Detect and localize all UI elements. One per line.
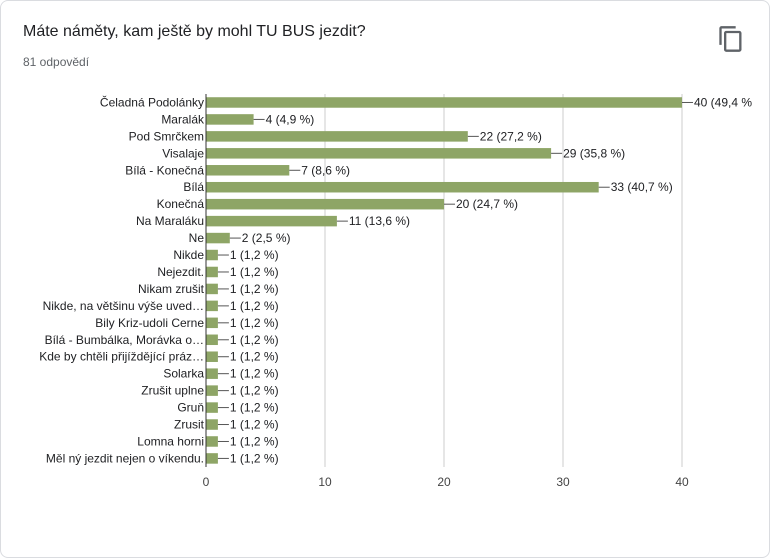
bar <box>206 453 218 464</box>
category-label: Bílá - Bumbálka, Morávka o… <box>45 333 204 347</box>
data-label: 40 (49,4 % <box>694 95 752 109</box>
data-label: 1 (1,2 %) <box>230 299 279 313</box>
bar <box>206 300 218 312</box>
category-label: Bílá <box>183 180 204 194</box>
bar <box>206 334 218 346</box>
bar <box>206 351 218 362</box>
category-label: Bily Kriz-udoli Cerne <box>95 316 204 330</box>
copy-icon[interactable] <box>717 25 745 53</box>
category-label: Zrušit uplne <box>141 384 204 398</box>
data-label: 2 (2,5 %) <box>242 231 291 245</box>
bar <box>206 97 682 108</box>
bar <box>206 131 468 142</box>
data-label: 1 (1,2 %) <box>230 451 279 465</box>
data-label: 20 (24,7 %) <box>456 197 518 211</box>
bar <box>206 215 337 227</box>
data-label: 1 (1,2 %) <box>230 418 279 432</box>
bar <box>206 148 552 159</box>
category-label: Pod Smrčkem <box>129 129 204 143</box>
bar <box>206 114 254 125</box>
bar <box>206 402 218 413</box>
bar <box>206 436 218 447</box>
category-label: Bílá - Konečná <box>125 163 204 177</box>
bar <box>206 368 218 379</box>
bar <box>206 181 599 193</box>
x-tick-label: 0 <box>203 475 210 489</box>
bar <box>206 317 218 329</box>
bar <box>206 232 230 244</box>
data-label: 1 (1,2 %) <box>230 265 279 279</box>
category-label: Solarka <box>163 367 204 381</box>
data-label: 1 (1,2 %) <box>230 282 279 296</box>
category-label: Ne <box>189 231 205 245</box>
bar <box>206 266 218 278</box>
bar <box>206 165 290 176</box>
category-label: Nikam zrušit <box>138 282 205 296</box>
x-tick-label: 10 <box>318 475 332 489</box>
data-label: 1 (1,2 %) <box>230 434 279 448</box>
data-label: 1 (1,2 %) <box>230 350 279 364</box>
category-label: Kde by chtěli přijíždějící práz… <box>39 350 204 364</box>
bar <box>206 419 218 430</box>
data-label: 1 (1,2 %) <box>230 333 279 347</box>
category-label: Konečná <box>157 197 205 211</box>
category-label: Čeladná Podolánky <box>100 94 204 109</box>
bar <box>206 249 218 261</box>
category-label: Maralák <box>161 112 205 126</box>
data-label: 1 (1,2 %) <box>230 367 279 381</box>
data-label: 29 (35,8 %) <box>563 146 625 160</box>
data-label: 4 (4,9 %) <box>266 112 315 126</box>
data-label: 7 (8,6 %) <box>301 163 350 177</box>
data-label: 11 (13,6 %) <box>349 214 410 228</box>
category-label: Nejezdit. <box>157 265 204 279</box>
category-label: Zrusit <box>174 418 205 432</box>
data-label: 1 (1,2 %) <box>230 248 279 262</box>
x-tick-label: 30 <box>556 475 570 489</box>
data-label: 1 (1,2 %) <box>230 384 279 398</box>
data-label: 1 (1,2 %) <box>230 401 279 415</box>
category-label: Měl ný jezdit nejen o víkendu. <box>46 451 204 465</box>
category-label: Gruň <box>177 401 204 415</box>
category-label: Visalaje <box>162 146 204 160</box>
bar <box>206 283 218 295</box>
bar <box>206 385 218 396</box>
response-count: 81 odpovědí <box>23 55 90 69</box>
bar <box>206 198 444 210</box>
data-label: 33 (40,7 %) <box>611 180 673 194</box>
data-label: 1 (1,2 %) <box>230 316 279 330</box>
category-label: Na Maraláku <box>136 214 204 228</box>
x-tick-label: 40 <box>675 475 689 489</box>
data-label: 22 (27,2 %) <box>480 129 542 143</box>
category-label: Lomna horni <box>137 434 204 448</box>
x-tick-label: 20 <box>437 475 451 489</box>
question-title: Máte náměty, kam ještě by mohl TU BUS je… <box>23 23 366 40</box>
category-label: Nikde <box>173 248 204 262</box>
category-label: Nikde, na většinu výše uved… <box>43 299 204 313</box>
